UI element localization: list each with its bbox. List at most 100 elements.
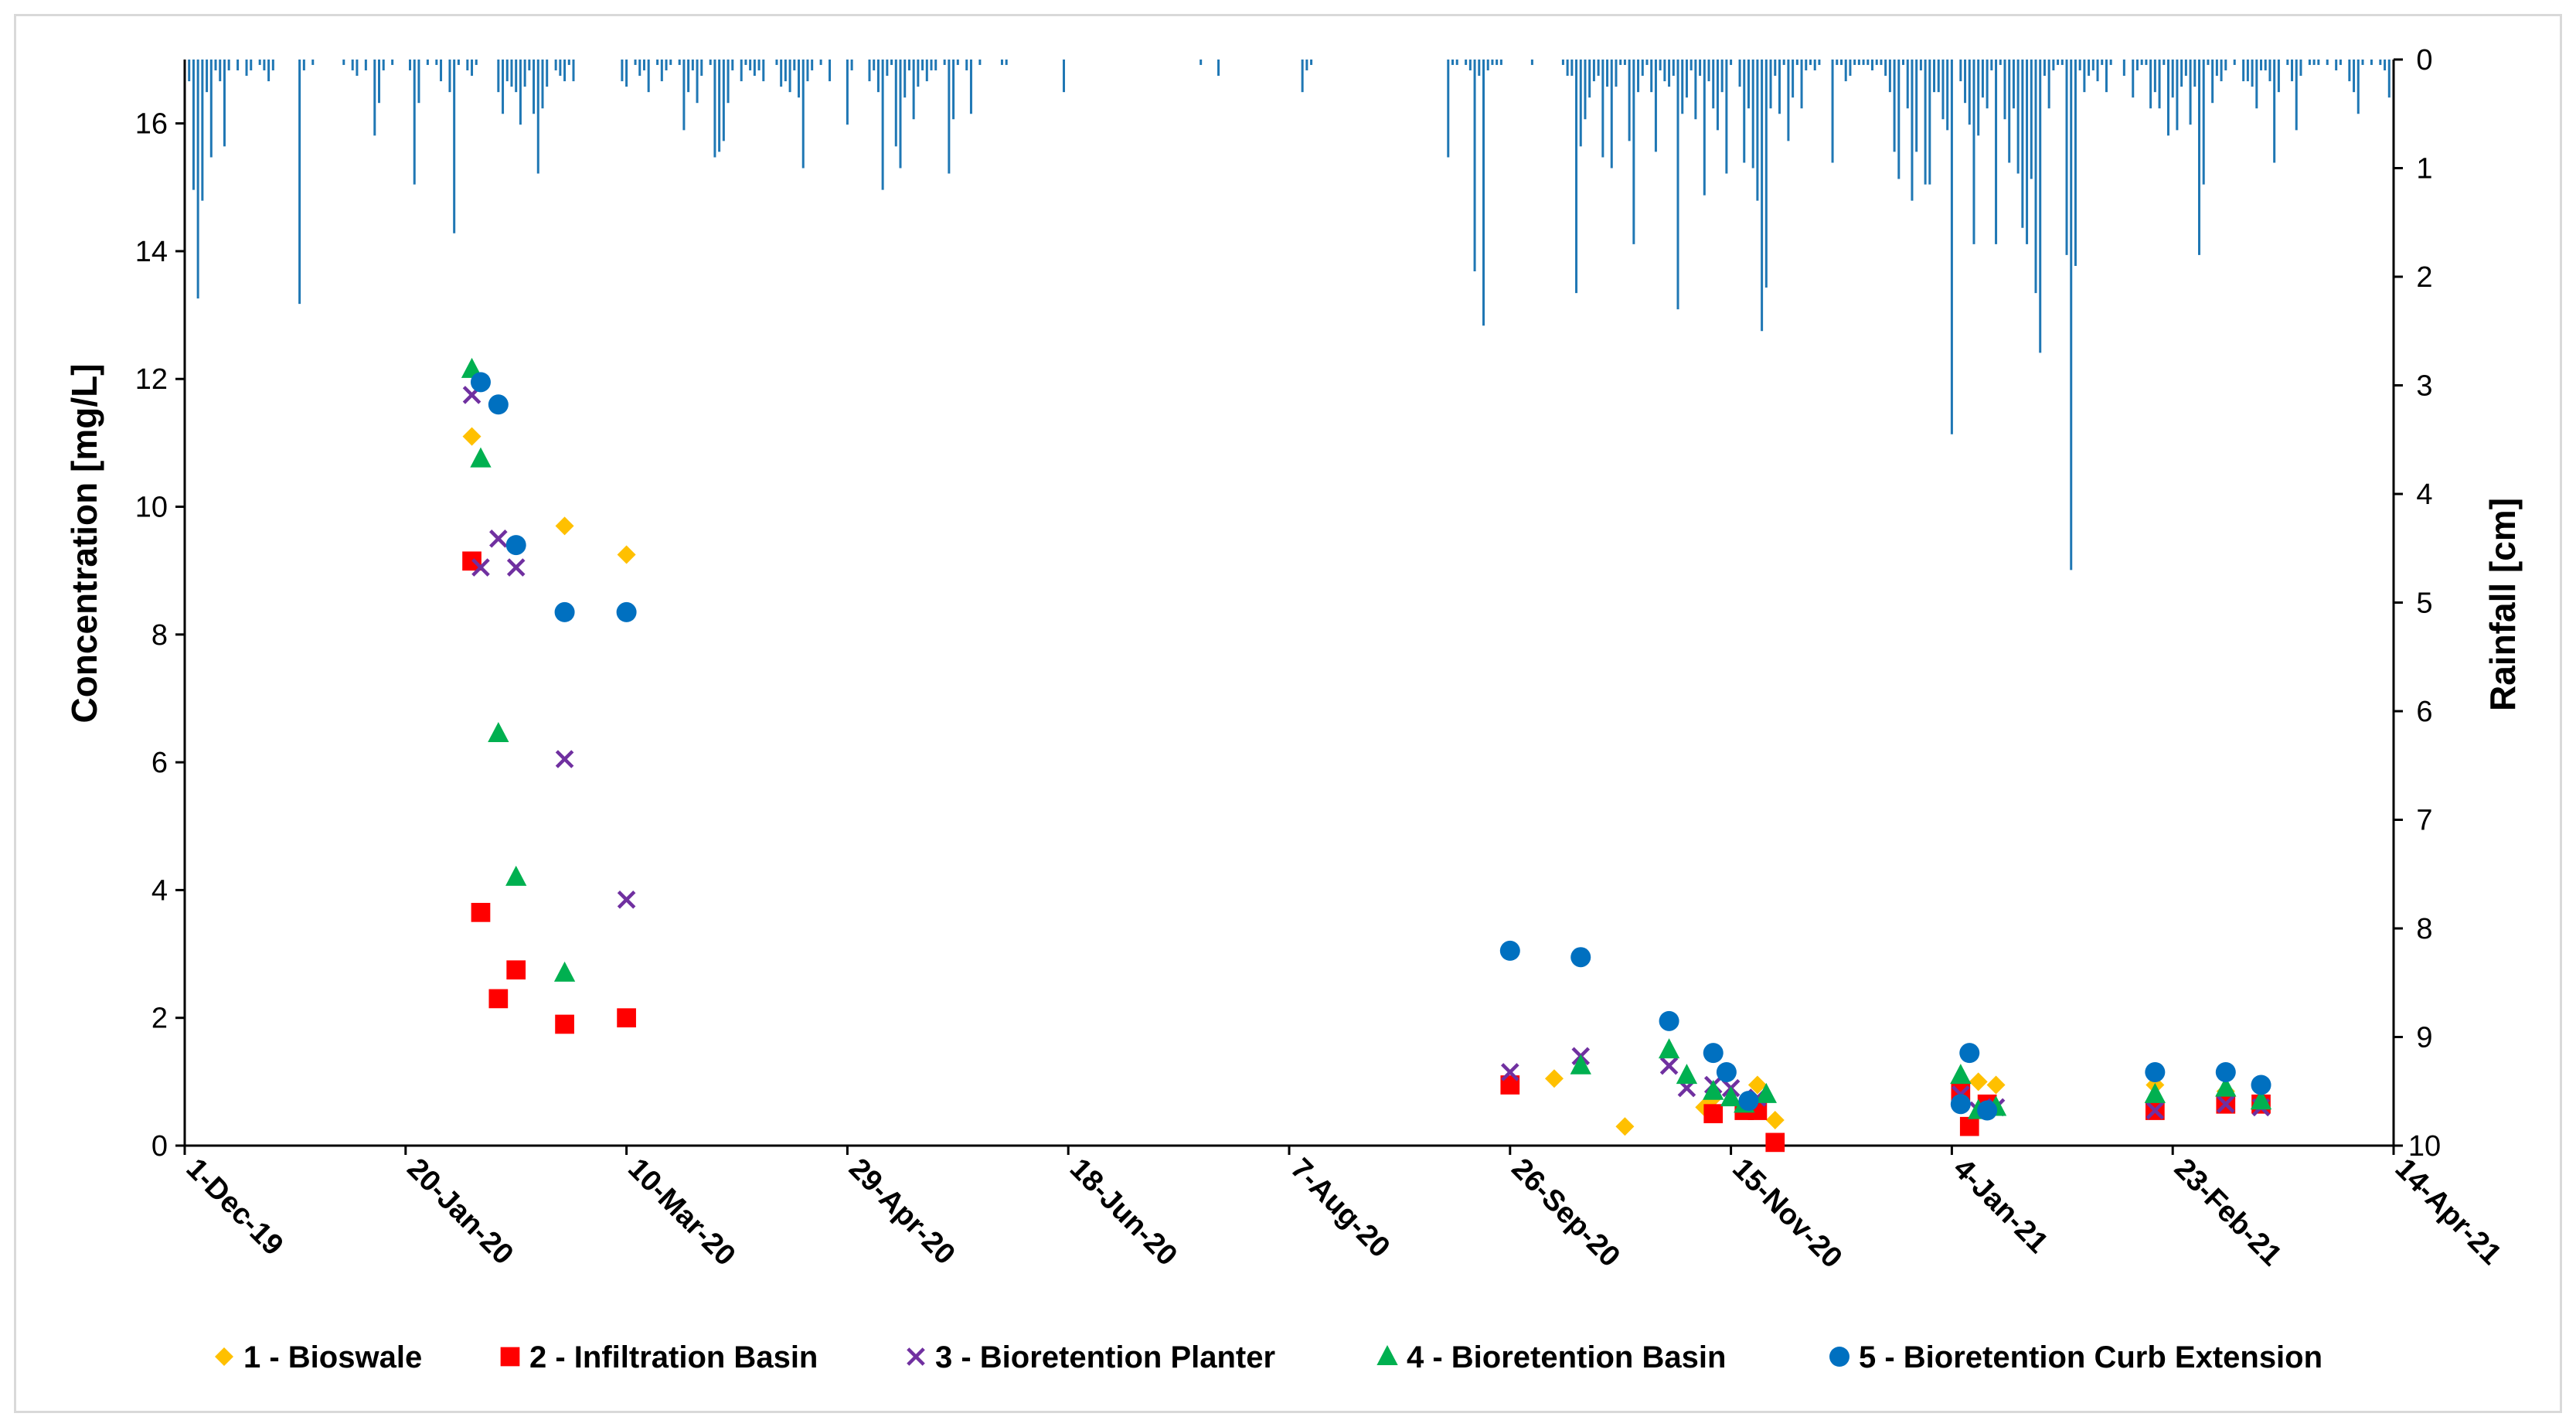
data-point: [1950, 1094, 1971, 1115]
data-point: [1977, 1100, 1998, 1121]
legend-item: 4 - Bioretention Basin: [1376, 1340, 1726, 1374]
y-tick-label: 10: [135, 492, 168, 524]
legend-label: 2 - Infiltration Basin: [529, 1340, 818, 1374]
data-point: [2215, 1076, 2237, 1097]
data-point: [1501, 1063, 1519, 1081]
y2-tick-label: 8: [2416, 913, 2432, 945]
x-tick-label: 18-Jun-20: [1063, 1153, 1183, 1272]
legend-item: 1 - Bioswale: [215, 1340, 422, 1374]
x-tick-label: 4-Jan-21: [1947, 1153, 2054, 1260]
legend-marker: [1376, 1345, 1398, 1366]
data-point: [1703, 1104, 1724, 1124]
data-point: [2144, 1082, 2166, 1103]
data-point: [1544, 1069, 1564, 1088]
x-tick-label: 7-Aug-20: [1285, 1153, 1397, 1265]
data-point: [554, 601, 575, 622]
data-point: [1676, 1064, 1698, 1085]
data-point: [1615, 1117, 1635, 1136]
y2-tick-label: 0: [2416, 44, 2432, 77]
y-tick-label: 8: [151, 619, 168, 652]
data-point: [1703, 1043, 1724, 1064]
data-point: [470, 447, 492, 468]
data-point: [506, 558, 526, 577]
data-point: [488, 721, 509, 742]
legend-item: 2 - Infiltration Basin: [500, 1340, 818, 1374]
data-point: [1969, 1072, 1988, 1092]
x-tick-label: 20-Jan-20: [400, 1153, 519, 1272]
data-point: [1765, 1132, 1785, 1153]
y-tick-label: 0: [151, 1130, 168, 1163]
series-5: [470, 372, 2271, 1121]
y2-tick-label: 9: [2416, 1022, 2432, 1054]
data-point: [1950, 1064, 1972, 1085]
data-point: [488, 989, 509, 1009]
data-point: [2251, 1075, 2271, 1095]
x-tick-label: 14-Apr-21: [2389, 1153, 2508, 1272]
data-point: [1659, 1010, 1679, 1031]
data-point: [1716, 1061, 1737, 1082]
data-point: [1658, 1038, 1680, 1059]
data-point: [506, 960, 526, 980]
y2-tick-label: 1: [2416, 153, 2432, 186]
series-4: [461, 357, 2272, 1119]
data-point: [617, 1008, 636, 1028]
chart-frame: [14, 14, 2562, 1413]
x-tick-label: 23-Feb-21: [2168, 1153, 2288, 1272]
data-point: [1570, 1054, 1591, 1075]
x-tick-label: 29-Apr-20: [842, 1153, 961, 1272]
data-point: [1720, 1086, 1742, 1107]
data-point: [555, 1014, 574, 1034]
data-point: [1755, 1082, 1777, 1103]
x-tick-label: 26-Sep-20: [1505, 1153, 1626, 1274]
data-point: [617, 545, 636, 564]
data-point: [505, 535, 526, 556]
x-tick-label: 10-Mar-20: [621, 1153, 741, 1272]
y2-tick-label: 2: [2416, 261, 2432, 294]
legend-marker: [215, 1347, 233, 1366]
y2-tick-label: 5: [2416, 587, 2432, 620]
y2-tick-label: 3: [2416, 370, 2432, 403]
data-point: [489, 530, 508, 548]
legend-label: 5 - Bioretention Curb Extension: [1859, 1340, 2322, 1374]
data-point: [1499, 940, 1520, 961]
data-point: [471, 902, 491, 922]
data-point: [1703, 1079, 1724, 1100]
data-point: [462, 427, 482, 446]
legend-item: 3 - Bioretention Planter: [907, 1340, 1275, 1374]
y-tick-label: 4: [151, 874, 168, 907]
y2-tick-label: 7: [2416, 805, 2432, 837]
x-tick-label: 15-Nov-20: [1726, 1153, 1848, 1275]
data-point: [1765, 1110, 1785, 1129]
data-point: [1959, 1043, 1980, 1064]
y-axis-title: Concentration [mg/L]: [64, 363, 104, 723]
legend-marker: [907, 1347, 925, 1366]
data-point: [553, 961, 576, 982]
data-points: [461, 357, 2272, 1153]
series-3: [462, 386, 2271, 1120]
data-point: [488, 394, 509, 415]
data-point: [555, 750, 574, 768]
legend-marker: [500, 1347, 520, 1367]
data-point: [616, 601, 637, 622]
x-tick-label: 1-Dec-19: [180, 1153, 290, 1262]
data-point: [555, 516, 574, 536]
y-tick-label: 14: [135, 236, 168, 268]
data-point: [1959, 1116, 1979, 1136]
legend-item: 5 - Bioretention Curb Extension: [1829, 1340, 2322, 1374]
data-point: [1738, 1091, 1759, 1112]
data-point: [2217, 1095, 2235, 1114]
data-point: [2146, 1101, 2165, 1120]
legend-marker: [1829, 1347, 1849, 1367]
y-tick-label: 2: [151, 1003, 168, 1035]
legend-label: 1 - Bioswale: [243, 1340, 422, 1374]
legend: 1 - Bioswale 2 - Infiltration Basin 3 - Bi…: [215, 1340, 2322, 1374]
series-1: [462, 427, 2271, 1136]
y2-axis-title: Rainfall [cm]: [2482, 498, 2523, 711]
y-tick-label: 16: [135, 108, 168, 141]
y2-tick-label: 10: [2408, 1130, 2441, 1163]
data-point: [2215, 1061, 2236, 1082]
data-point: [1747, 1075, 1767, 1095]
series-2: [462, 551, 2271, 1153]
y-tick-label: 12: [135, 363, 168, 396]
